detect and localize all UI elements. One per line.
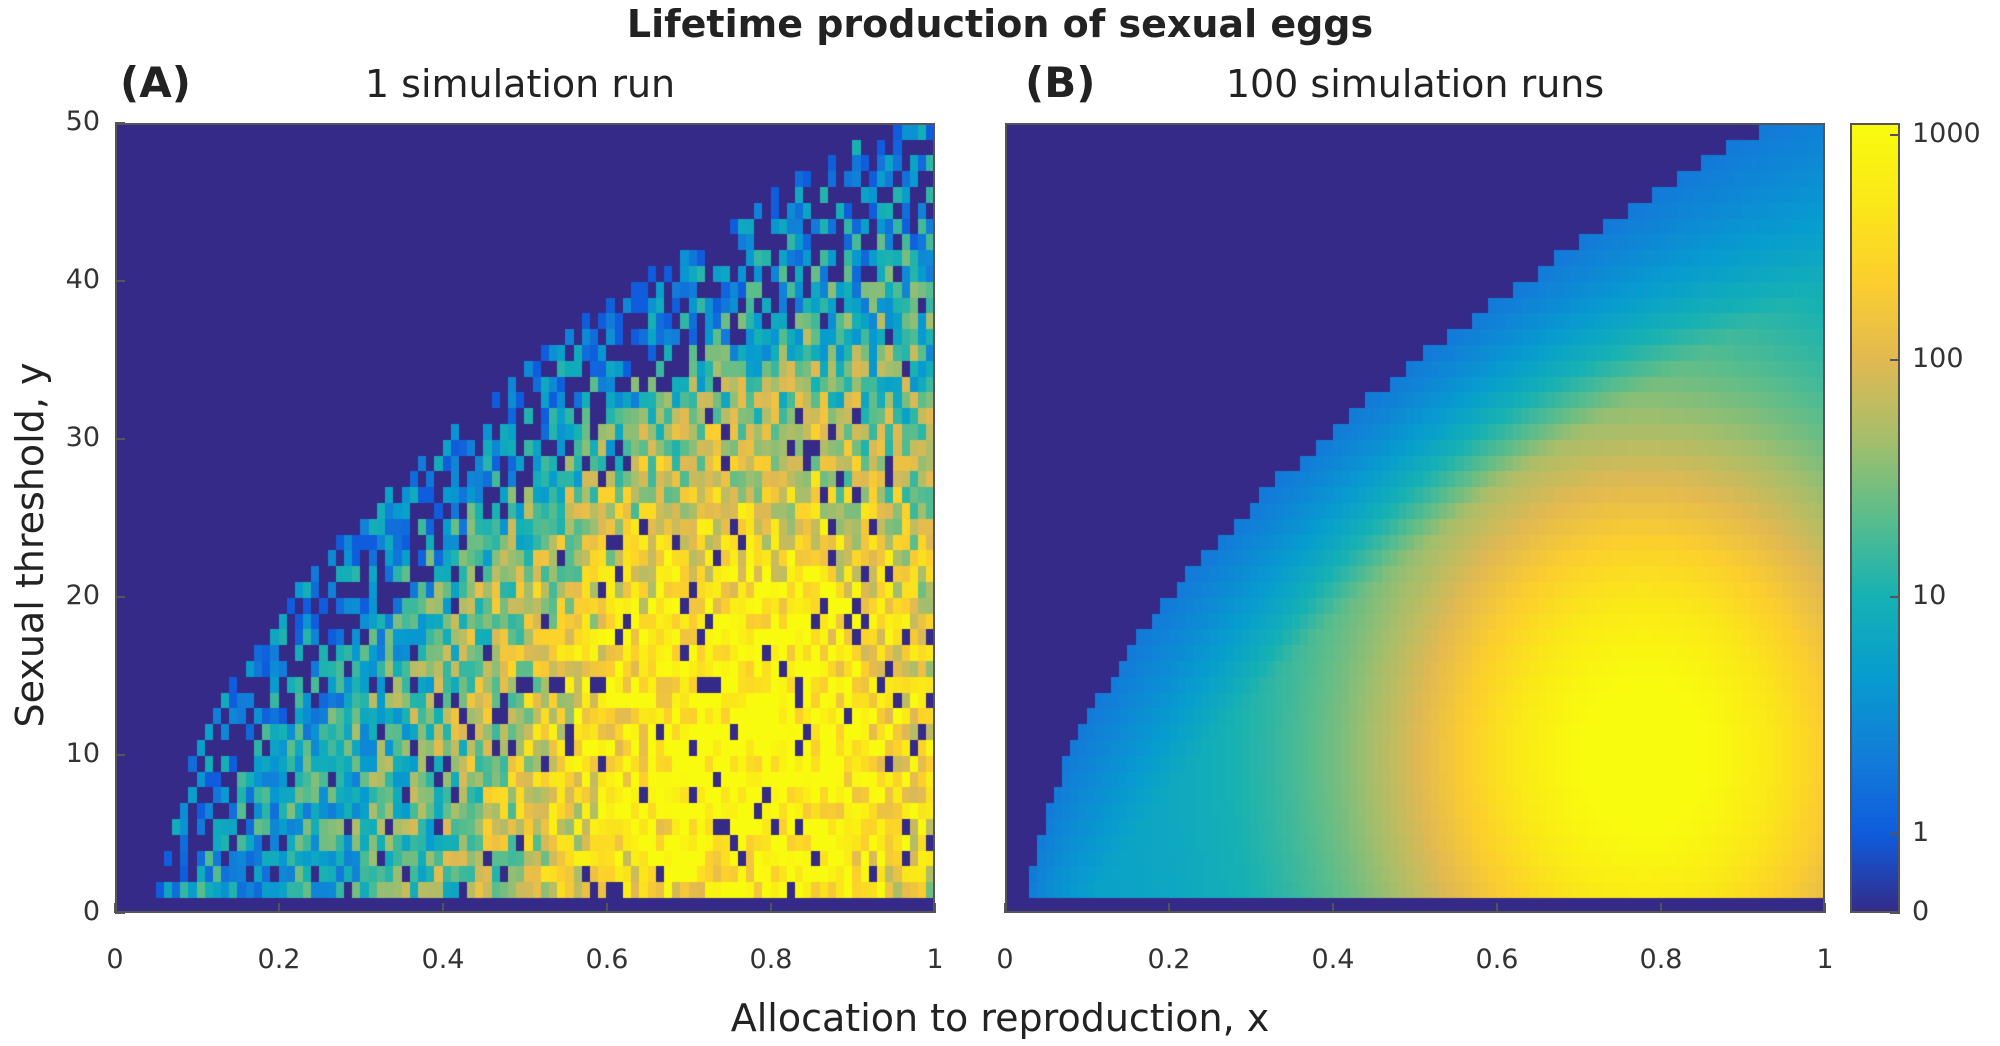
colorbar-tick-label: 1000 — [1912, 117, 1981, 149]
y-tick-mark — [115, 912, 125, 914]
colorbar-tick-mark — [1890, 912, 1900, 914]
colorbar-tick-label: 10 — [1912, 580, 1947, 611]
panel-b-title: 100 simulation runs — [1225, 62, 1605, 106]
y-tick-mark — [115, 122, 125, 124]
colorbar-frame — [1850, 123, 1900, 913]
panel-a-frame — [115, 123, 935, 913]
y-tick-mark — [115, 754, 125, 756]
x-tick-mark — [770, 903, 772, 913]
x-tick-mark — [1004, 903, 1006, 913]
x-tick-mark — [1168, 903, 1170, 913]
x-axis-label: Allocation to reproduction, x — [730, 996, 1270, 1040]
colorbar-tick-mark — [1890, 833, 1900, 835]
x-tick-label: 1 — [926, 944, 944, 975]
y-tick-mark — [115, 280, 125, 282]
x-tick-mark — [1496, 903, 1498, 913]
y-tick-mark — [115, 596, 125, 598]
x-tick-label: 0.2 — [1147, 944, 1191, 975]
x-tick-label: 0.6 — [585, 944, 629, 975]
x-tick-mark — [1660, 903, 1662, 913]
x-tick-mark — [442, 903, 444, 913]
y-axis-label: Sexual threshold, y — [8, 362, 52, 728]
colorbar-tick-label: 100 — [1912, 343, 1964, 374]
heatmap-panel-b — [1005, 123, 1825, 913]
panel-a-letter: (A) — [120, 58, 191, 107]
panel-b-letter: (B) — [1025, 58, 1096, 107]
colorbar-tick-label: 0 — [1912, 896, 1930, 927]
x-tick-mark — [934, 903, 936, 913]
x-tick-mark — [1332, 903, 1334, 913]
y-tick-mark — [115, 438, 125, 440]
y-tick-label: 30 — [65, 422, 100, 453]
figure-title: Lifetime production of sexual eggs — [626, 2, 1374, 46]
x-tick-label: 0.6 — [1475, 944, 1519, 975]
x-tick-label: 1 — [1816, 944, 1834, 975]
x-tick-label: 0.4 — [421, 944, 465, 975]
y-tick-label: 10 — [65, 738, 100, 769]
panel-b-frame — [1005, 123, 1825, 913]
y-tick-label: 50 — [65, 106, 100, 137]
x-tick-label: 0 — [996, 944, 1014, 975]
x-tick-label: 0.8 — [749, 944, 793, 975]
colorbar-tick-mark — [1890, 596, 1900, 598]
x-tick-mark — [1824, 903, 1826, 913]
panel-a-title: 1 simulation run — [364, 62, 676, 106]
x-tick-label: 0.2 — [257, 944, 301, 975]
y-tick-label: 40 — [65, 264, 100, 295]
heatmap-panel-a — [115, 123, 935, 913]
x-tick-label: 0.4 — [1311, 944, 1355, 975]
x-tick-mark — [278, 903, 280, 913]
colorbar-tick-mark — [1890, 133, 1900, 136]
colorbar-tick-label: 1 — [1912, 817, 1930, 848]
x-tick-label: 0 — [106, 944, 124, 975]
y-tick-label: 0 — [82, 896, 100, 927]
y-tick-label: 20 — [65, 580, 100, 611]
colorbar-tick-mark — [1890, 359, 1900, 361]
x-tick-label: 0.8 — [1639, 944, 1683, 975]
x-tick-mark — [606, 903, 608, 913]
colorbar — [1850, 123, 1900, 913]
x-tick-mark — [114, 903, 116, 913]
